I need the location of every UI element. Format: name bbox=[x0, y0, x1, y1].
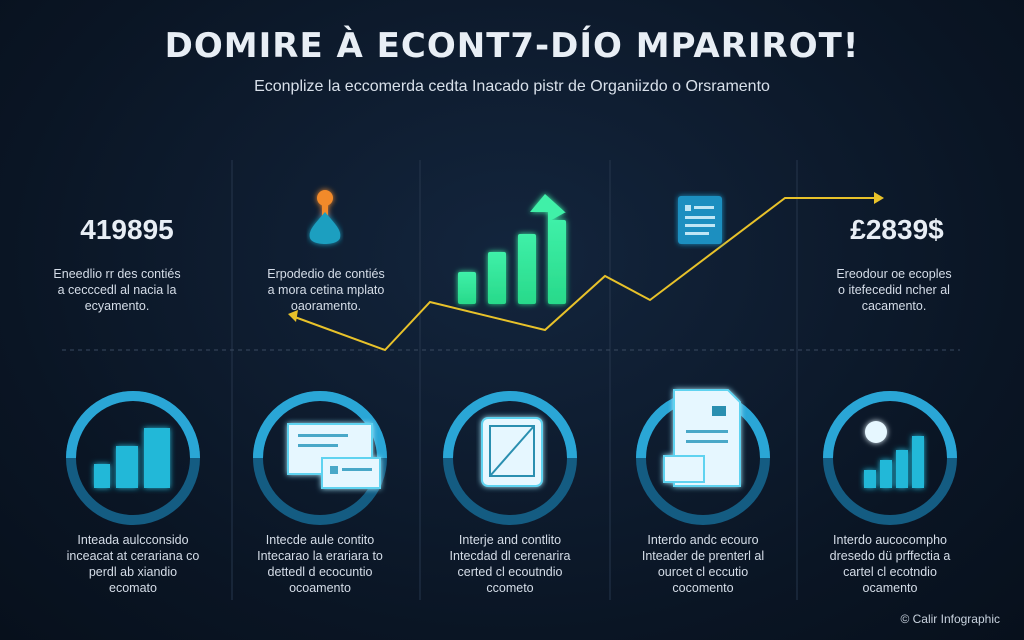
description: Interdo andc ecouro Inteader de prenterl … bbox=[603, 532, 803, 596]
description-line: ourcet cl eccutio bbox=[657, 565, 749, 579]
document-icon bbox=[678, 196, 722, 244]
description: Erpodedio de contiés a mora cetina mplato… bbox=[226, 266, 426, 314]
footer: © Calir Infographic bbox=[900, 612, 1000, 626]
description: Inteada aulcconsido inceacat at cerariana… bbox=[33, 532, 233, 596]
arrow-head bbox=[288, 310, 298, 322]
trend-line bbox=[291, 197, 880, 352]
description-line: Intecarao la erariara to bbox=[257, 549, 383, 563]
description-line: cacamento. bbox=[861, 299, 927, 313]
description: Interdo aucocompho dresedo dü prffectia a… bbox=[790, 532, 990, 596]
description-line: ocoamento bbox=[289, 581, 351, 595]
description-line: ecomato bbox=[109, 581, 157, 595]
arrow-head bbox=[874, 192, 884, 204]
description: Interje and contlito Intecdad dl cerenari… bbox=[410, 532, 610, 596]
rings bbox=[66, 391, 957, 525]
description-line: Intecdad dl cerenarira bbox=[449, 549, 571, 563]
description-line: Interdo aucocompho bbox=[833, 533, 947, 547]
description-line: Interdo andc ecouro bbox=[647, 533, 759, 547]
description-line: dresedo dü prffectia a bbox=[829, 549, 951, 563]
description-line: Inteader de prenterl al bbox=[641, 549, 765, 563]
ring-doc-4 bbox=[663, 389, 741, 487]
dividers bbox=[62, 160, 960, 600]
ring-cards-2 bbox=[287, 423, 381, 489]
description-line: oaoramento. bbox=[290, 299, 362, 313]
description-line: Erpodedio de contiés bbox=[267, 267, 385, 281]
description: Eneedlio rr des contiés a cecccedl al nac… bbox=[17, 266, 217, 314]
description-line: Interje and contlito bbox=[458, 533, 562, 547]
description-line: cocomento bbox=[672, 581, 734, 595]
title: DOMIRE À ECONT7-DÍO MPARIROT! bbox=[164, 26, 860, 66]
description-line: Eneedlio rr des contiés bbox=[53, 267, 181, 281]
ring-bars-5 bbox=[864, 421, 924, 488]
description-line: a cecccedl al nacia la bbox=[57, 283, 177, 297]
description: Ereodour oe ecoples o itefecedid ncher al… bbox=[794, 266, 994, 314]
description-line: perdl ab xiandio bbox=[88, 565, 178, 579]
description-line: ecyamento. bbox=[84, 299, 150, 313]
drop-icon bbox=[309, 190, 341, 244]
ring-stamp-3 bbox=[481, 417, 543, 487]
description-line: o itefecedid ncher al bbox=[838, 283, 950, 297]
description-line: certed cl ecoutndio bbox=[457, 565, 563, 579]
description-line: Inteada aulcconsido bbox=[77, 533, 189, 547]
description-line: inceacat at cerariana co bbox=[66, 549, 200, 563]
description-line: cartel cl ecotndio bbox=[843, 565, 937, 579]
description-line: ccometo bbox=[486, 581, 534, 595]
stat-value: 419895 bbox=[80, 214, 174, 245]
bars-icon bbox=[458, 194, 566, 304]
description-line: Intecde aule contito bbox=[265, 533, 375, 547]
description-line: dettedl d ecocuntio bbox=[267, 565, 373, 579]
description: Intecde aule contito Intecarao la erariar… bbox=[220, 532, 420, 596]
ring-bars-1 bbox=[94, 428, 170, 488]
stat-value: £2839$ bbox=[850, 214, 944, 245]
description-line: ocamento bbox=[862, 581, 918, 595]
description-line: Ereodour oe ecoples bbox=[836, 267, 952, 281]
subtitle: Econplize la eccomerda cedta Inacado pis… bbox=[254, 78, 770, 95]
description-line: a mora cetina mplato bbox=[267, 283, 385, 297]
